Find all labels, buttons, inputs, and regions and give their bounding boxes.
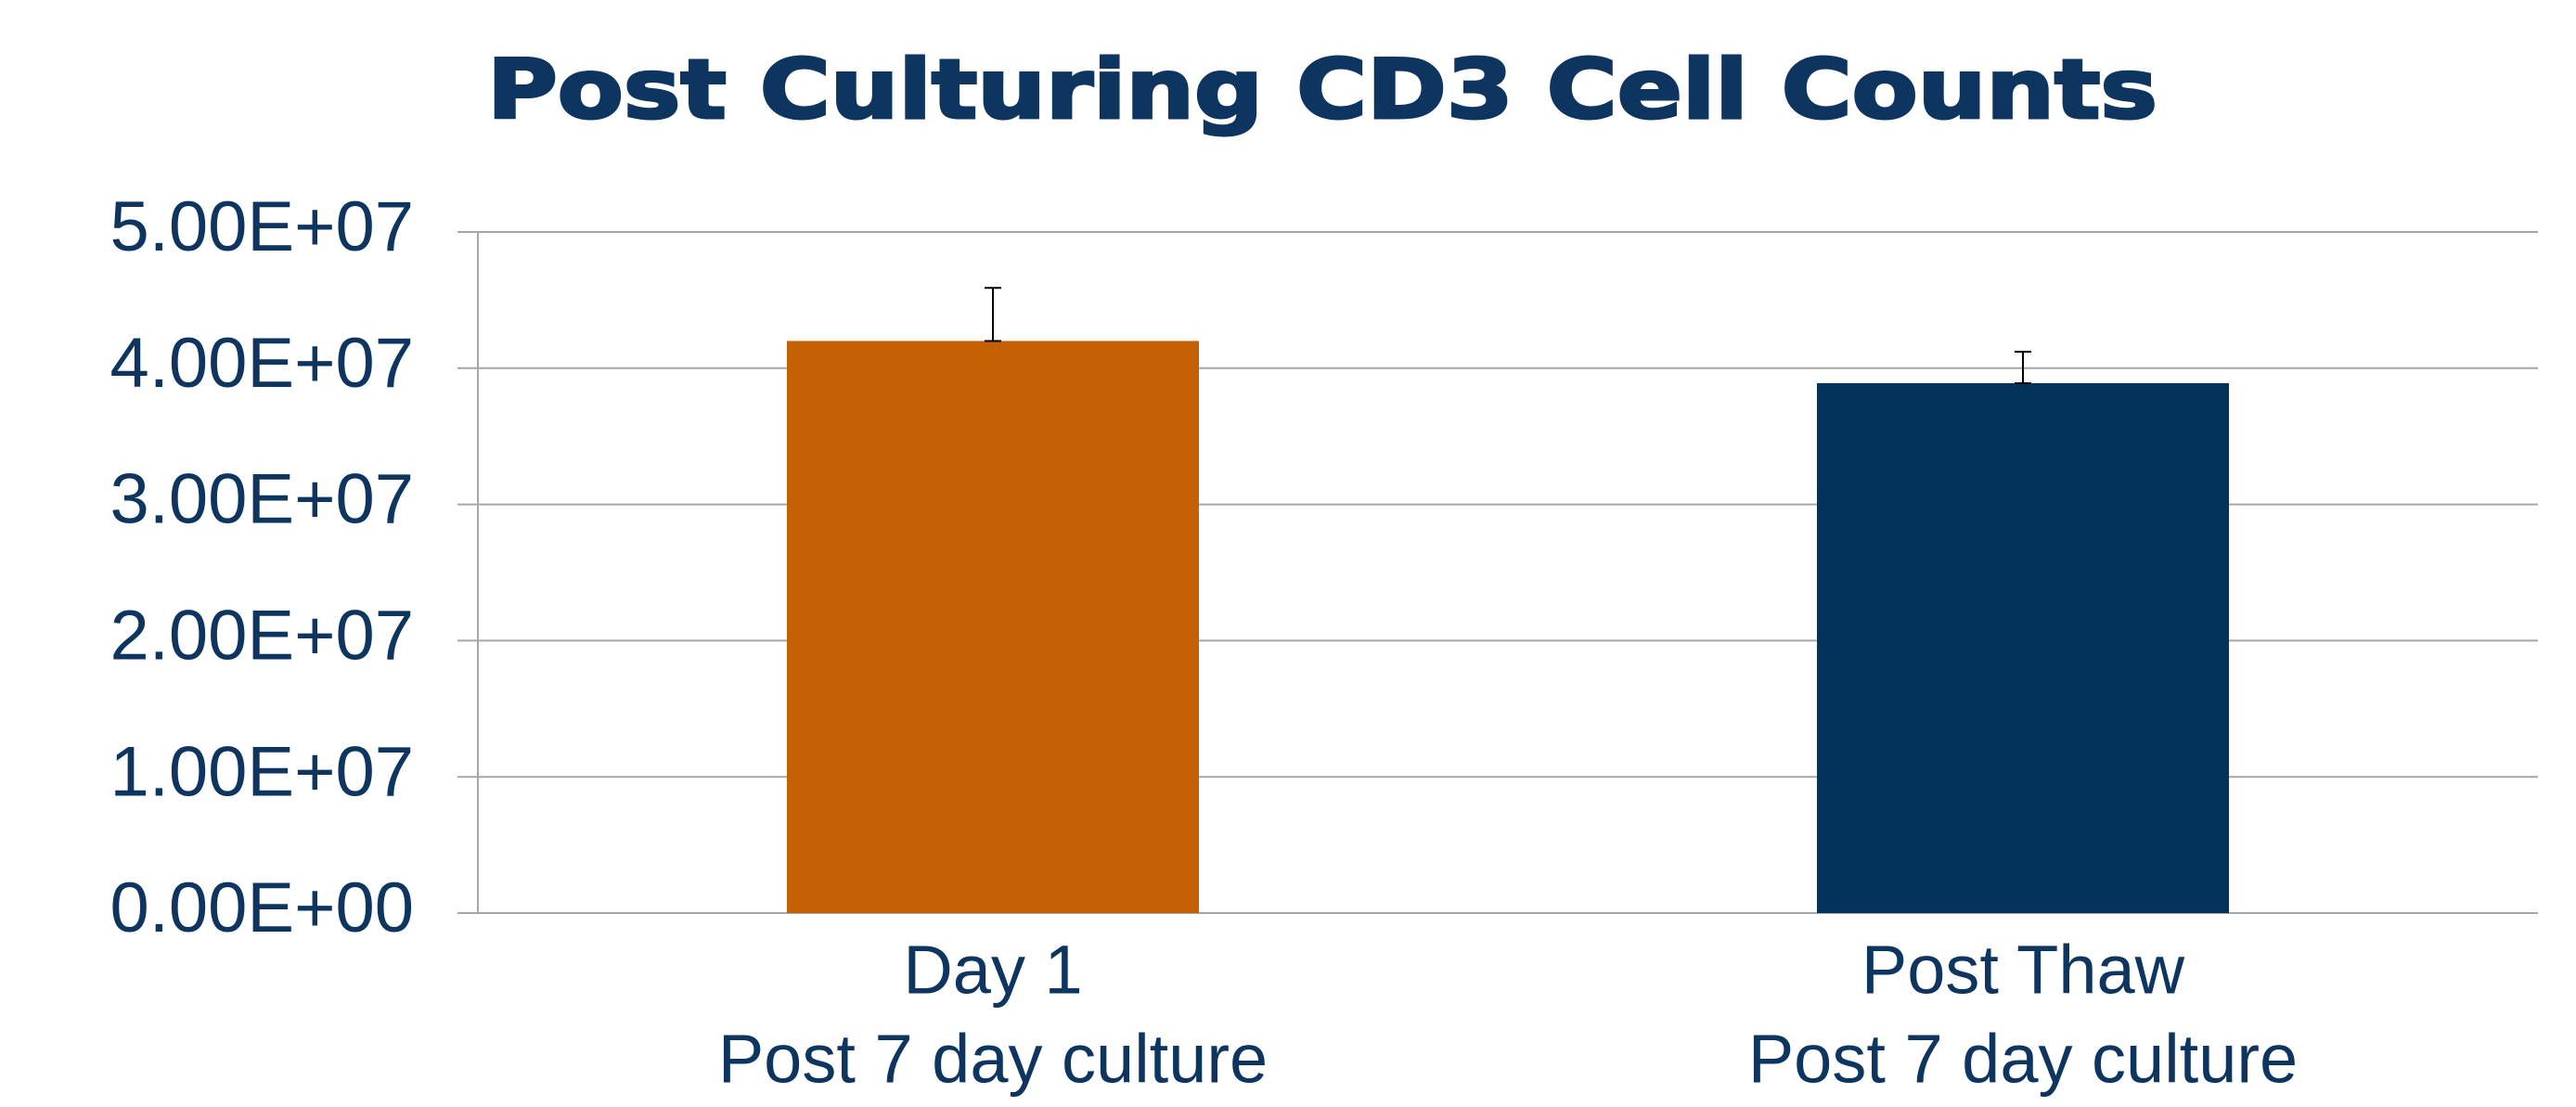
x-tick-label: Post 7 day culture [718,1021,1268,1098]
bar [1817,382,2229,913]
x-tick-label: Post Thaw [1861,932,2185,1009]
y-tick-label: 3.00E+07 [109,460,414,539]
chart-title: Post Culturing CD3 Cell Counts [487,42,2157,137]
x-tick-label: Day 1 [903,932,1082,1009]
error-bar [2015,351,2031,384]
y-tick-label: 2.00E+07 [109,596,414,675]
y-tick-label: 4.00E+07 [109,324,414,403]
bar [787,341,1199,913]
y-tick-label: 1.00E+07 [109,732,414,811]
x-tick-label: Post 7 day culture [1748,1021,2298,1098]
y-tick-label: 0.00E+00 [109,869,414,947]
y-tick-label: 5.00E+07 [109,187,414,266]
error-bar [985,287,1001,342]
